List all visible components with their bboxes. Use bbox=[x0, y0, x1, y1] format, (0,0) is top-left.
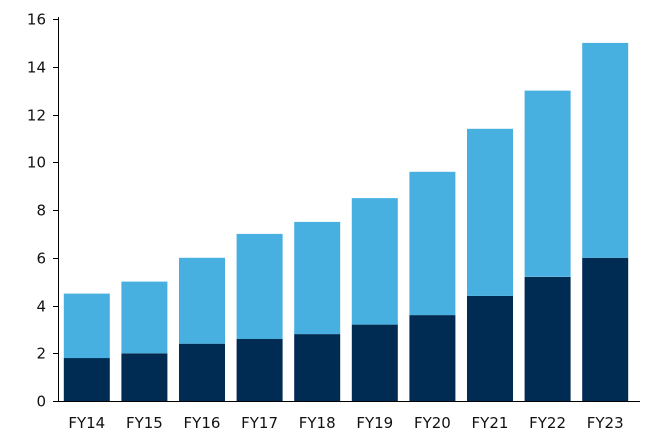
bar-segment-fy21-series-1 bbox=[467, 295, 513, 401]
bar-segment-fy22-series-2 bbox=[524, 90, 571, 277]
bar-segment-fy21-series-2 bbox=[467, 128, 513, 296]
y-tick-label: 0 bbox=[36, 393, 46, 411]
bar-segment-fy19-series-1 bbox=[351, 324, 398, 401]
x-tick-label-fy18: FY18 bbox=[299, 414, 336, 432]
y-tick-label: 16 bbox=[27, 11, 46, 29]
bar-segment-fy17-series-2 bbox=[236, 233, 283, 339]
y-tick-label: 12 bbox=[27, 107, 46, 125]
y-tick-label: 10 bbox=[27, 154, 46, 172]
y-tick-label: 6 bbox=[36, 250, 46, 268]
x-tick-label-fy16: FY16 bbox=[184, 414, 221, 432]
y-tick-label: 2 bbox=[36, 345, 46, 363]
bar-segment-fy23-series-1 bbox=[582, 257, 629, 402]
bar-segment-fy18-series-1 bbox=[294, 334, 341, 401]
y-tick-label: 14 bbox=[27, 59, 46, 77]
x-axis: FY14 FY15 FY16 FY17 FY18 FY19 FY20 FY21 FY22 FY23 bbox=[58, 401, 640, 432]
x-tick-label-fy15: FY15 bbox=[126, 414, 163, 432]
bar-segment-fy15-series-1 bbox=[121, 353, 168, 402]
bar-segment-fy15-series-2 bbox=[121, 281, 168, 354]
bar-segment-fy20-series-1 bbox=[409, 315, 456, 401]
bar-segment-fy14-series-2 bbox=[63, 293, 110, 359]
bar-segment-fy18-series-2 bbox=[294, 221, 341, 335]
bar-segment-fy23-series-2 bbox=[582, 42, 629, 258]
x-tick-label-fy23: FY23 bbox=[587, 414, 624, 432]
x-tick-label-fy21: FY21 bbox=[472, 414, 509, 432]
bar-segment-fy16-series-2 bbox=[179, 257, 225, 344]
bar-segment-fy16-series-1 bbox=[179, 343, 225, 401]
x-tick-label-fy14: FY14 bbox=[68, 414, 105, 432]
bar-segment-fy22-series-1 bbox=[524, 276, 571, 401]
bar-segment-fy14-series-1 bbox=[63, 358, 110, 401]
bar-segment-fy20-series-2 bbox=[409, 171, 456, 316]
bars bbox=[63, 42, 629, 402]
y-tick-label: 4 bbox=[36, 298, 46, 316]
x-tick-label-fy19: FY19 bbox=[356, 414, 393, 432]
bar-segment-fy19-series-2 bbox=[351, 198, 398, 325]
x-tick-label-fy20: FY20 bbox=[414, 414, 451, 432]
x-tick-label-fy22: FY22 bbox=[529, 414, 566, 432]
x-tick-label-fy17: FY17 bbox=[241, 414, 278, 432]
y-tick-label: 8 bbox=[36, 202, 46, 220]
y-axis: 0 2 4 6 8 10 12 14 16 bbox=[27, 11, 59, 411]
bar-segment-fy17-series-1 bbox=[236, 338, 283, 401]
